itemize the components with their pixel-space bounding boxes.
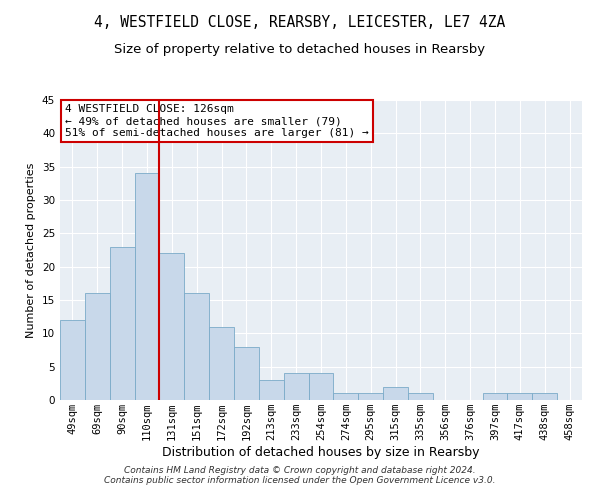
Bar [508,394,532,400]
Bar [60,320,85,400]
Bar [482,394,508,400]
Bar [532,394,557,400]
Bar [308,374,334,400]
Text: Contains HM Land Registry data © Crown copyright and database right 2024.
Contai: Contains HM Land Registry data © Crown c… [104,466,496,485]
Bar [209,326,234,400]
Bar [408,394,433,400]
Bar [110,246,134,400]
Bar [334,394,358,400]
Bar [85,294,110,400]
Bar [134,174,160,400]
Text: 4, WESTFIELD CLOSE, REARSBY, LEICESTER, LE7 4ZA: 4, WESTFIELD CLOSE, REARSBY, LEICESTER, … [94,15,506,30]
Text: Size of property relative to detached houses in Rearsby: Size of property relative to detached ho… [115,42,485,56]
Bar [184,294,209,400]
Bar [383,386,408,400]
Bar [284,374,308,400]
Bar [160,254,184,400]
X-axis label: Distribution of detached houses by size in Rearsby: Distribution of detached houses by size … [162,446,480,459]
Bar [234,346,259,400]
Y-axis label: Number of detached properties: Number of detached properties [26,162,37,338]
Bar [259,380,284,400]
Bar [358,394,383,400]
Text: 4 WESTFIELD CLOSE: 126sqm
← 49% of detached houses are smaller (79)
51% of semi-: 4 WESTFIELD CLOSE: 126sqm ← 49% of detac… [65,104,369,138]
